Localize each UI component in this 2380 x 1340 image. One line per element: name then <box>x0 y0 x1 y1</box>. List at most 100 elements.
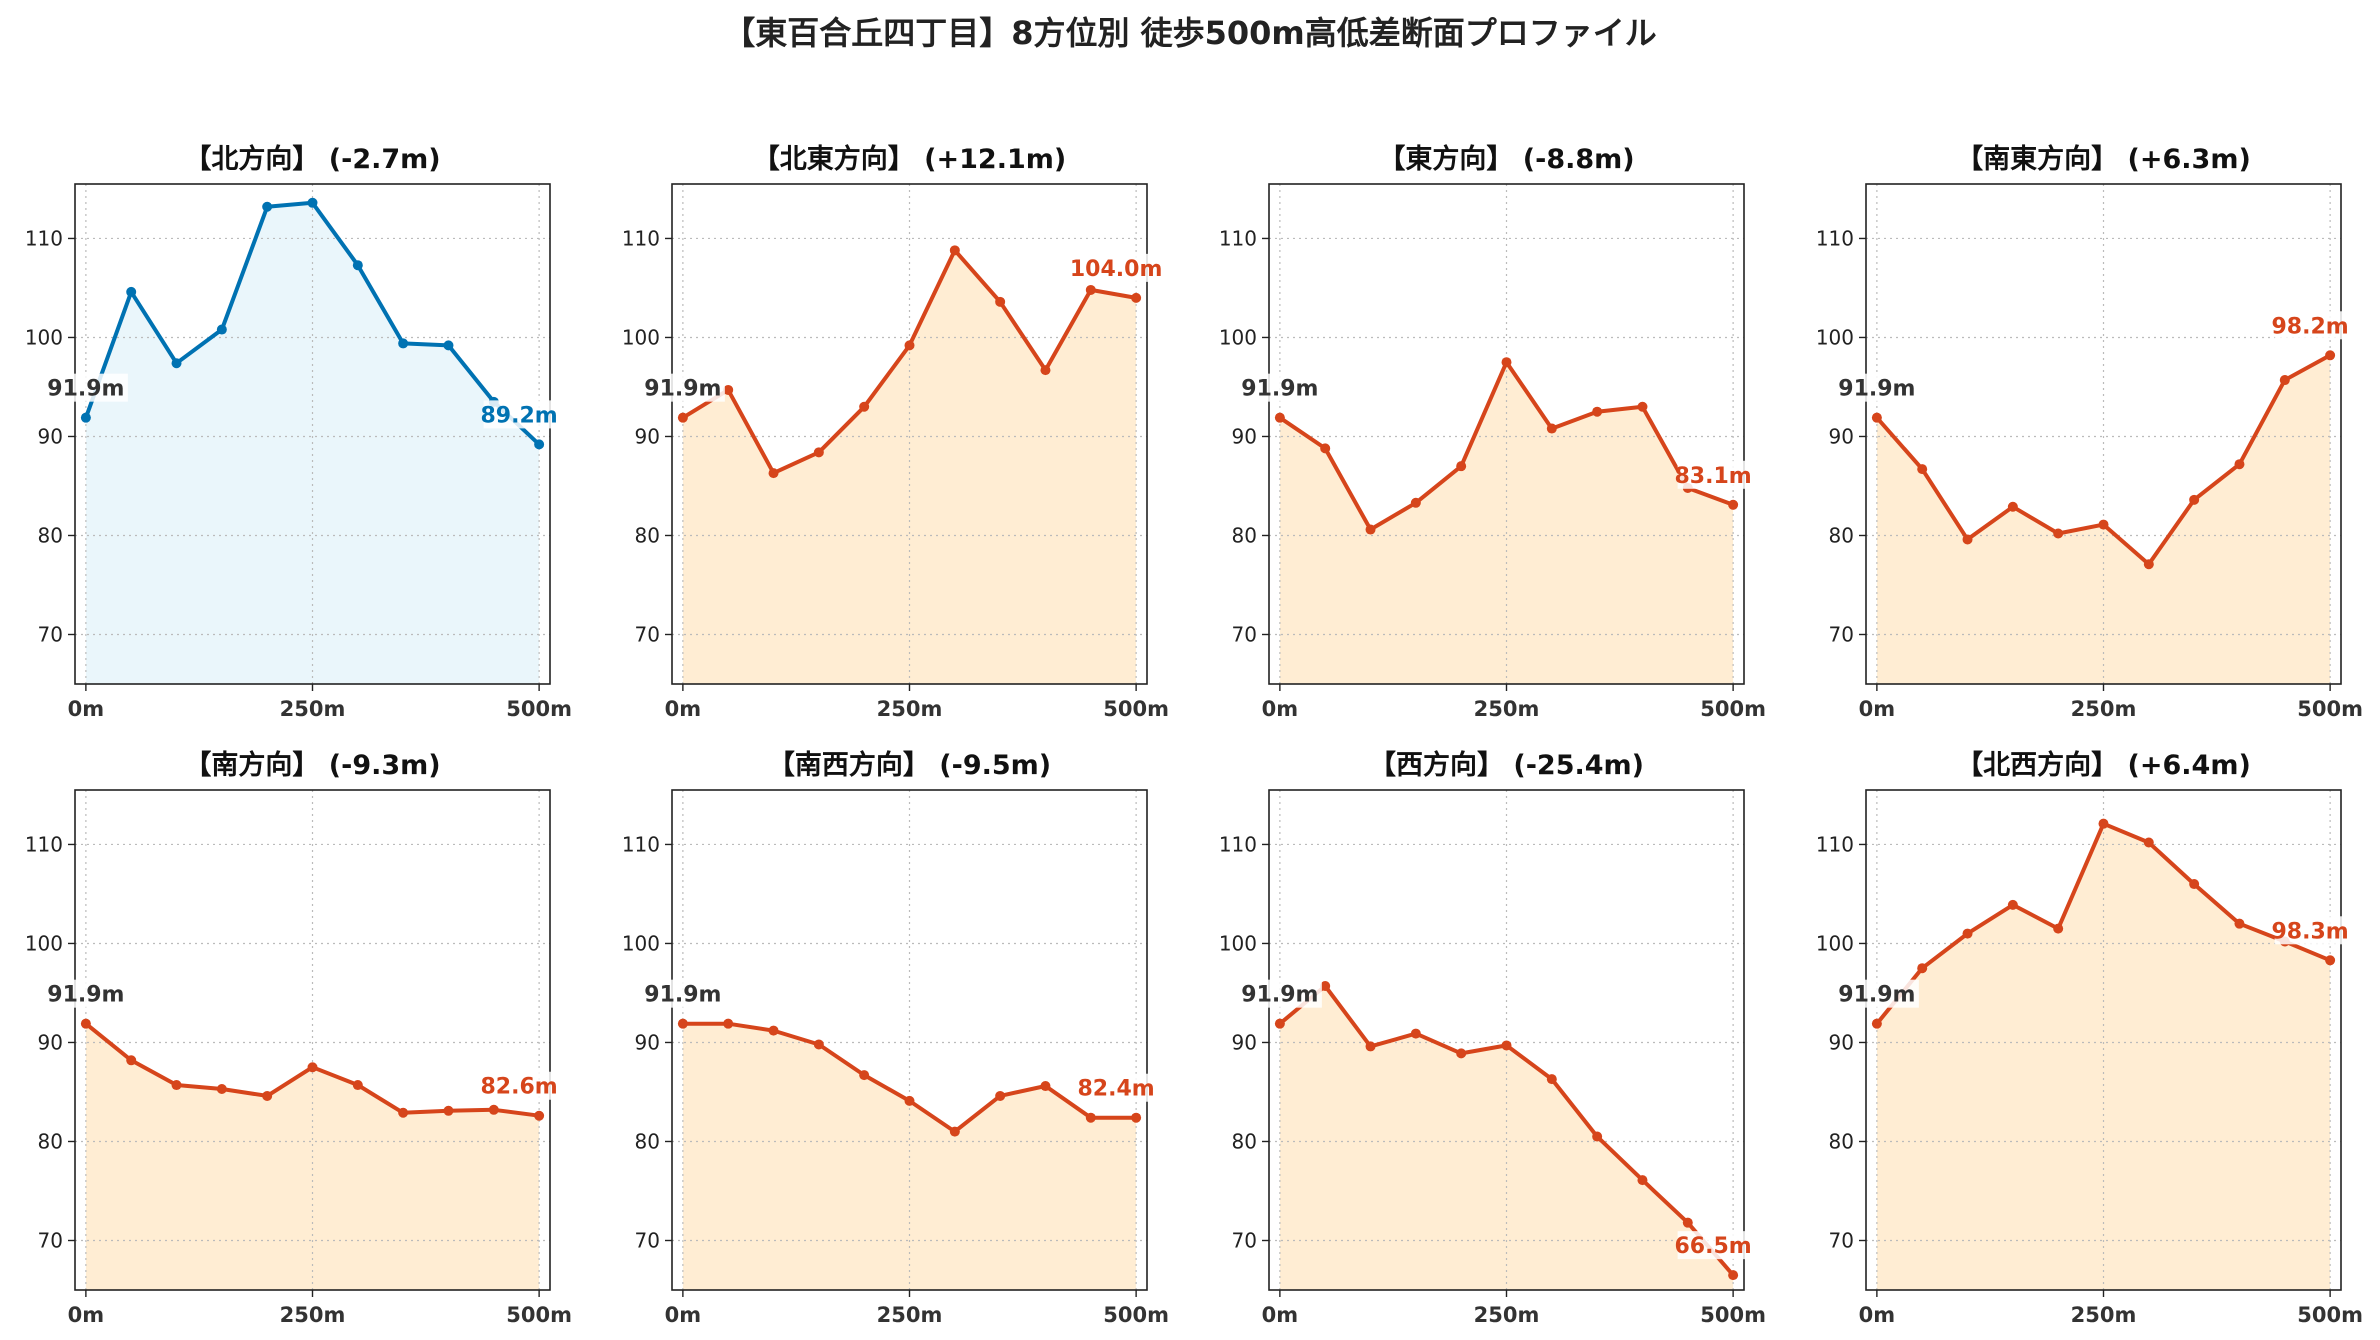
elevation-point <box>1274 412 1285 423</box>
elevation-point <box>2325 350 2336 361</box>
end-label: 83.1m <box>1675 464 1752 489</box>
y-tick-label: 70 <box>635 622 660 646</box>
start-label: 91.9m <box>1241 983 1318 1008</box>
start-label: 91.9m <box>47 983 124 1008</box>
end-label-bg <box>2274 311 2346 340</box>
elevation-point <box>1040 1081 1051 1092</box>
start-label: 91.9m <box>1838 983 1915 1008</box>
elevation-point <box>1501 357 1512 368</box>
elevation-point <box>2189 494 2200 505</box>
page-title: 【東百合丘四丁目】8方位別 徒歩500m高低差断面プロファイル <box>723 14 1657 52</box>
y-tick-label: 70 <box>1829 622 1854 646</box>
y-tick-label: 110 <box>1219 832 1257 856</box>
elevation-point <box>126 286 137 297</box>
elevation-point <box>1962 534 1973 545</box>
end-label-bg <box>1080 1073 1152 1102</box>
elevation-point <box>1131 1112 1142 1123</box>
end-label-bg <box>1677 460 1749 489</box>
y-tick-label: 90 <box>1232 424 1257 448</box>
chart-panel-7: 【北西方向】 (+6.4m) 70 80 90 100 110 0m 250m 500m 91.9… <box>1816 749 2363 1327</box>
end-label-bg <box>483 1071 555 1100</box>
elevation-point <box>1320 981 1331 992</box>
elevation-point <box>949 245 960 256</box>
elevation-area <box>1876 355 2331 684</box>
y-tick-label: 90 <box>38 1030 63 1054</box>
y-tick-label: 100 <box>622 931 660 955</box>
elevation-point <box>1410 1028 1421 1039</box>
x-tick-label: 500m <box>2297 1303 2363 1327</box>
y-tick-label: 90 <box>1829 424 1854 448</box>
x-tick-label: 0m <box>1262 697 1299 721</box>
elevation-point <box>1728 1270 1739 1281</box>
panel-title: 【南西方向】 (-9.5m) <box>768 749 1051 781</box>
x-tick-label: 0m <box>68 1303 105 1327</box>
elevation-point <box>534 1110 545 1121</box>
elevation-point <box>1871 1018 1882 1029</box>
elevation-point <box>352 1080 363 1091</box>
elevation-point <box>768 1025 779 1036</box>
y-tick-label: 110 <box>25 226 63 250</box>
elevation-point <box>1365 1041 1376 1052</box>
start-label: 91.9m <box>1241 377 1318 402</box>
elevation-area <box>1279 362 1734 684</box>
y-tick-label: 80 <box>38 523 63 547</box>
elevation-point <box>443 340 454 351</box>
y-tick-label: 80 <box>1232 523 1257 547</box>
y-tick-label: 80 <box>1232 1129 1257 1153</box>
elevation-point <box>995 1090 1006 1101</box>
x-tick-label: 0m <box>665 697 702 721</box>
elevation-point <box>1410 497 1421 508</box>
elevation-point <box>1546 1074 1557 1085</box>
x-tick-label: 250m <box>280 1303 346 1327</box>
end-label-bg <box>1677 1231 1749 1260</box>
elevation-point <box>2053 923 2064 934</box>
elevation-point <box>2053 528 2064 539</box>
x-tick-label: 0m <box>68 697 105 721</box>
end-label: 98.2m <box>2272 314 2349 339</box>
y-tick-label: 70 <box>1232 622 1257 646</box>
x-tick-label: 500m <box>506 1303 572 1327</box>
elevation-point <box>216 1084 227 1095</box>
x-tick-label: 0m <box>665 1303 702 1327</box>
end-label: 82.4m <box>1078 1077 1155 1102</box>
elevation-point <box>995 296 1006 307</box>
elevation-point <box>677 412 688 423</box>
chart-panel-6: 【西方向】 (-25.4m) 70 80 90 100 110 0m 250m 500m 91.9… <box>1219 749 1766 1327</box>
x-tick-label: 500m <box>506 697 572 721</box>
y-tick-label: 80 <box>635 1129 660 1153</box>
start-label: 91.9m <box>47 377 124 402</box>
panel-title: 【西方向】 (-25.4m) <box>1369 749 1644 781</box>
panel-title: 【北方向】 (-2.7m) <box>184 143 440 175</box>
elevation-point <box>1592 1131 1603 1142</box>
elevation-point <box>307 1062 318 1073</box>
start-label-bg <box>1241 373 1322 402</box>
end-label-bg <box>483 400 555 429</box>
elevation-point <box>1456 461 1467 472</box>
end-label: 66.5m <box>1675 1234 1752 1259</box>
x-tick-label: 0m <box>1262 1303 1299 1327</box>
elevation-point <box>1871 412 1882 423</box>
elevation-point <box>723 384 734 395</box>
end-label: 104.0m <box>1070 257 1163 282</box>
start-label-bg <box>1838 979 1919 1008</box>
elevation-point <box>949 1126 960 1137</box>
y-tick-label: 70 <box>38 1228 63 1252</box>
start-label-bg <box>644 373 725 402</box>
y-tick-label: 90 <box>38 424 63 448</box>
elevation-point <box>1085 1112 1096 1123</box>
elevation-point <box>80 412 91 423</box>
elevation-point <box>2325 955 2336 966</box>
elevation-point <box>904 340 915 351</box>
elevation-point <box>2007 899 2018 910</box>
elevation-point <box>171 358 182 369</box>
y-tick-label: 70 <box>1829 1228 1854 1252</box>
y-tick-label: 100 <box>1816 325 1854 349</box>
elevation-point <box>904 1095 915 1106</box>
y-tick-label: 110 <box>622 832 660 856</box>
elevation-point <box>1637 1175 1648 1186</box>
elevation-point <box>2234 918 2245 929</box>
y-tick-label: 100 <box>1219 325 1257 349</box>
elevation-point <box>2098 818 2109 829</box>
y-tick-label: 100 <box>25 325 63 349</box>
